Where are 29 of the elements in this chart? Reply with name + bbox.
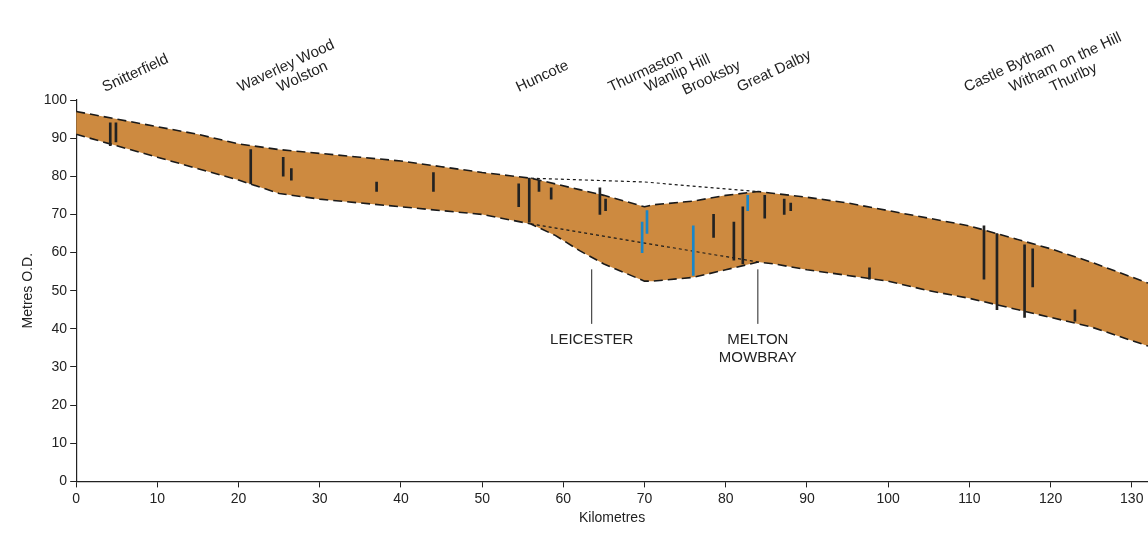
x-tick-label: 40 bbox=[393, 489, 409, 506]
x-axis-title: Kilometres bbox=[579, 509, 646, 526]
x-tick-label: 90 bbox=[799, 489, 815, 506]
y-tick-label: 60 bbox=[51, 243, 68, 260]
x-tick-label: 20 bbox=[230, 489, 247, 506]
y-tick-label: 20 bbox=[51, 395, 68, 412]
y-tick-label: 90 bbox=[51, 129, 68, 145]
y-axis-title: Metres O.D. bbox=[19, 252, 36, 329]
annotation: LEICESTER bbox=[550, 329, 634, 347]
x-tick-label: 100 bbox=[876, 489, 901, 506]
annotation: MELTON MOWBRAY bbox=[718, 329, 797, 365]
x-tick-label: 30 bbox=[311, 489, 328, 506]
x-tick-label: 80 bbox=[717, 489, 734, 506]
x-tick-label: 110 bbox=[958, 489, 981, 506]
x-tick-label: 120 bbox=[1038, 489, 1063, 506]
x-tick-label: 50 bbox=[474, 489, 491, 506]
y-tick-label: 80 bbox=[51, 167, 68, 184]
y-tick-label: 50 bbox=[51, 281, 68, 298]
y-tick-label: 100 bbox=[43, 90, 68, 107]
y-tick-label: 10 bbox=[51, 434, 68, 451]
x-tick-label: 60 bbox=[555, 489, 572, 506]
x-tick-label: 130 bbox=[1120, 489, 1144, 506]
y-tick-label: 30 bbox=[51, 357, 68, 374]
x-tick-label: 10 bbox=[149, 489, 166, 506]
y-tick-label: 40 bbox=[51, 319, 68, 336]
y-tick-label: 0 bbox=[59, 472, 68, 489]
x-tick-label: 70 bbox=[636, 489, 653, 506]
x-tick-label: 0 bbox=[72, 489, 81, 506]
y-tick-label: 70 bbox=[51, 205, 68, 222]
